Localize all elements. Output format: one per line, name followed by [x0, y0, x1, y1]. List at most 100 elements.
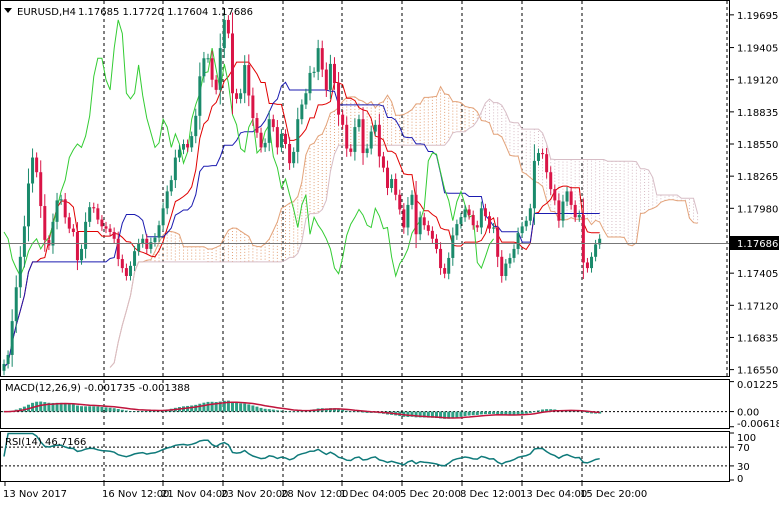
candle-body [520, 226, 524, 234]
candle-body [365, 148, 369, 154]
price-tick-label: 1.16835 [737, 333, 778, 344]
candle-body [422, 217, 426, 226]
candle-body [369, 131, 373, 149]
macd-histogram-bar [198, 403, 202, 412]
candle-body [153, 237, 157, 243]
macd-histogram-bar [500, 411, 504, 415]
ohlc-values: 1.17685 1.17720 1.17604 1.17686 [78, 7, 253, 18]
macd-histogram-bar [235, 402, 239, 412]
macd-histogram-bar [43, 402, 47, 412]
vertical-grid-lines [103, 1, 728, 481]
macd-histogram-bar [206, 401, 210, 412]
price-tick-label: 1.19695 [737, 11, 778, 22]
candle-body [353, 127, 357, 152]
macd-histogram-bar [520, 411, 524, 415]
macd-histogram-bar [471, 411, 475, 416]
macd-histogram-bar [137, 411, 141, 412]
candle-body [210, 58, 214, 80]
candle-body [92, 207, 96, 209]
candle-body [137, 243, 141, 252]
macd-histogram-bar [410, 411, 414, 417]
macd-histogram-bar [353, 411, 357, 413]
candlesticks [2, 10, 602, 376]
candle-body [459, 217, 463, 225]
time-tick-label: 23 Nov 20:00 [221, 489, 288, 500]
macd-histogram-bar [292, 411, 296, 413]
macd-histogram-bar [39, 401, 43, 412]
macd-histogram-bar [153, 410, 157, 412]
candle-body [541, 153, 545, 155]
time-tick-label: 15 Dec 20:00 [580, 489, 647, 500]
macd-histogram-bar [455, 411, 459, 418]
macd-histogram-bar [104, 407, 108, 412]
macd-histogram-bar [145, 411, 149, 412]
macd-histogram-bar [451, 411, 455, 419]
macd-histogram-bar [479, 411, 483, 415]
macd-histogram-bar [226, 400, 230, 412]
candle-body [226, 19, 230, 34]
candle-body [10, 321, 14, 355]
macd-histogram-bar [545, 409, 549, 412]
macd-panel-frame [0, 379, 730, 429]
macd-histogram-bar [434, 411, 438, 419]
candle-body [251, 95, 255, 119]
price-axis: 1.19695 1.19405 1.19120 1.18835 1.18550 1.182… [730, 11, 779, 485]
candle-body [406, 204, 410, 228]
candle-body [31, 157, 35, 184]
candle-body [557, 200, 561, 221]
macd-histogram-bar [439, 411, 443, 419]
candle-body [345, 124, 349, 149]
senkou-span-b-line [109, 98, 699, 368]
candle-body [55, 200, 59, 222]
candle-body [590, 256, 594, 269]
macd-histogram-bar [496, 411, 500, 415]
macd-histogram-bar [124, 410, 128, 412]
macd-histogram-bar [210, 401, 214, 412]
macd-histogram-bar [186, 405, 190, 412]
candle-body [194, 115, 198, 137]
macd-histogram-bar [141, 410, 145, 412]
candle-body [373, 124, 377, 132]
candle-body [577, 215, 581, 218]
tenkan-sen-line [3, 61, 600, 368]
candle-body [165, 191, 169, 209]
macd-histogram-bar [483, 411, 487, 415]
candle-body [418, 217, 422, 235]
price-tick-label: 1.16550 [737, 366, 778, 377]
chikou-span-line [3, 19, 495, 278]
candle-body [324, 69, 328, 90]
candle-body [88, 207, 92, 222]
candle-body [492, 227, 496, 229]
candle-body [169, 180, 173, 192]
time-tick-label: 5 Dec 20:00 [400, 489, 461, 500]
candle-body [2, 363, 6, 371]
candle-body [524, 220, 528, 227]
candle-body [51, 221, 55, 246]
candle-body [512, 248, 516, 258]
candle-body [255, 118, 259, 133]
candle-body [67, 217, 71, 229]
macd-histogram-bar [414, 411, 418, 418]
macd-histogram-bar [528, 411, 532, 413]
macd-histogram-bar [63, 403, 67, 412]
candle-body [443, 268, 447, 274]
rsi-tick-label: 100 [737, 433, 756, 444]
candle-body [430, 230, 434, 239]
macd-histogram-bar [475, 411, 479, 415]
candle-body [585, 262, 589, 269]
macd-histogram-bar [426, 411, 430, 418]
candle-body [108, 228, 112, 232]
macd-label: MACD(12,26,9) -0.001735 -0.001388 [5, 383, 190, 394]
senkou-span-a-line [109, 85, 698, 368]
macd-histogram-bar [108, 407, 112, 412]
price-tick-label: 1.19120 [737, 76, 778, 87]
candle-body [275, 127, 279, 148]
macd-indicator [1, 400, 729, 419]
candle-body [549, 172, 553, 190]
macd-histogram-bar [467, 411, 471, 416]
candle-body [598, 238, 602, 245]
candle-body [141, 238, 145, 244]
candle-body [263, 142, 267, 148]
candle-body [161, 208, 165, 226]
collapse-triangle-icon[interactable] [4, 8, 12, 13]
